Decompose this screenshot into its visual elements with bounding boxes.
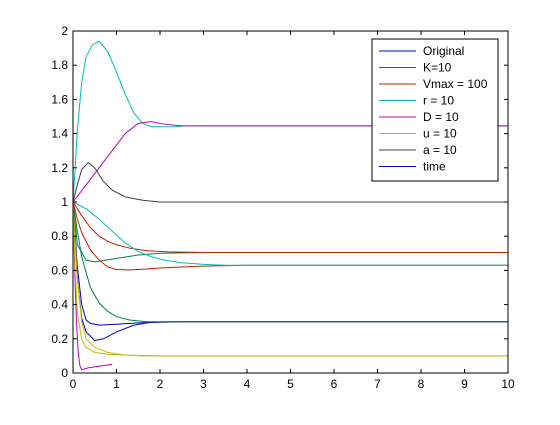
y-tick-label: 1 [61,195,68,209]
x-tick-label: 0 [70,377,77,391]
y-tick-label: 0.2 [51,332,68,346]
legend-label-r-10: r = 10 [423,94,454,108]
y-tick-label: 2 [61,24,68,38]
series-line-u-10-2 [72,201,508,357]
y-tick-label: 1.2 [51,161,68,175]
x-tick-label: 4 [244,377,251,391]
series-line-r-10-2 [72,201,508,266]
x-tick-label: 6 [331,377,338,391]
y-tick-label: 1.6 [51,92,68,106]
y-axis-ticks: 0 0.2 0.4 0.6 0.8 1 1.2 1.4 1.6 1.8 2 [51,24,508,380]
series-line-r-10-1 [72,40,508,203]
legend-label-vmax-100: Vmax = 100 [423,77,488,91]
y-tick-label: 1.8 [51,58,68,72]
series-line-d-10-2 [72,201,113,371]
legend-label-u-10: u = 10 [423,127,457,141]
legend-label-original: Original [423,44,464,58]
legend-label-a-10: a = 10 [423,143,457,157]
y-tick-label: 1.4 [51,127,68,141]
series-line-vmax-100-2 [72,201,508,271]
y-tick-label: 0.8 [51,229,68,243]
legend-box [371,38,499,182]
x-tick-label: 3 [200,377,207,391]
x-tick-label: 2 [157,377,164,391]
series-line-vmax-100-1 [72,201,508,253]
legend-label-time: time [423,160,446,174]
legend-label-d-10: D = 10 [423,110,459,124]
legend-label-k-10: K=10 [423,61,452,75]
series-line-k-10-2 [72,201,508,323]
x-axis-ticks: 0 1 2 3 4 5 6 7 8 9 10 [70,31,515,391]
legend: Original K=10 Vmax = 100 r = 10 D = 10 u = 10… [371,38,499,182]
series-line-d-10-1 [72,121,508,203]
x-tick-label: 8 [418,377,425,391]
y-tick-label: 0.6 [51,263,68,277]
x-tick-label: 5 [287,377,294,391]
series-line-a-10-1 [72,161,508,203]
y-tick-label: 0 [61,366,68,380]
x-tick-label: 1 [113,377,120,391]
x-tick-label: 7 [374,377,381,391]
x-tick-label: 10 [501,377,515,391]
y-tick-label: 0.4 [51,298,68,312]
x-tick-label: 9 [461,377,468,391]
series-layer [72,40,508,371]
